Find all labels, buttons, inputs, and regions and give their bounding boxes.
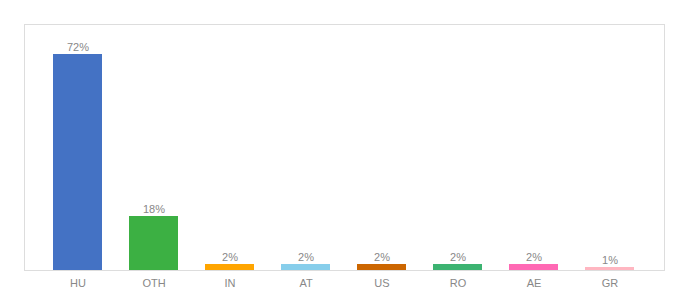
- svg-text:2%: 2%: [450, 251, 466, 263]
- svg-text:2%: 2%: [222, 251, 238, 263]
- svg-text:1%: 1%: [602, 254, 618, 266]
- svg-text:AT: AT: [299, 277, 313, 289]
- svg-text:GR: GR: [602, 277, 619, 289]
- svg-text:IN: IN: [225, 277, 236, 289]
- svg-text:AE: AE: [527, 277, 542, 289]
- svg-text:2%: 2%: [374, 251, 390, 263]
- svg-text:OTH: OTH: [142, 277, 165, 289]
- svg-text:2%: 2%: [298, 251, 314, 263]
- svg-text:HU: HU: [70, 277, 86, 289]
- svg-text:RO: RO: [450, 277, 467, 289]
- svg-text:US: US: [374, 277, 389, 289]
- svg-text:72%: 72%: [67, 41, 89, 53]
- svg-text:18%: 18%: [143, 203, 165, 215]
- svg-text:2%: 2%: [526, 251, 542, 263]
